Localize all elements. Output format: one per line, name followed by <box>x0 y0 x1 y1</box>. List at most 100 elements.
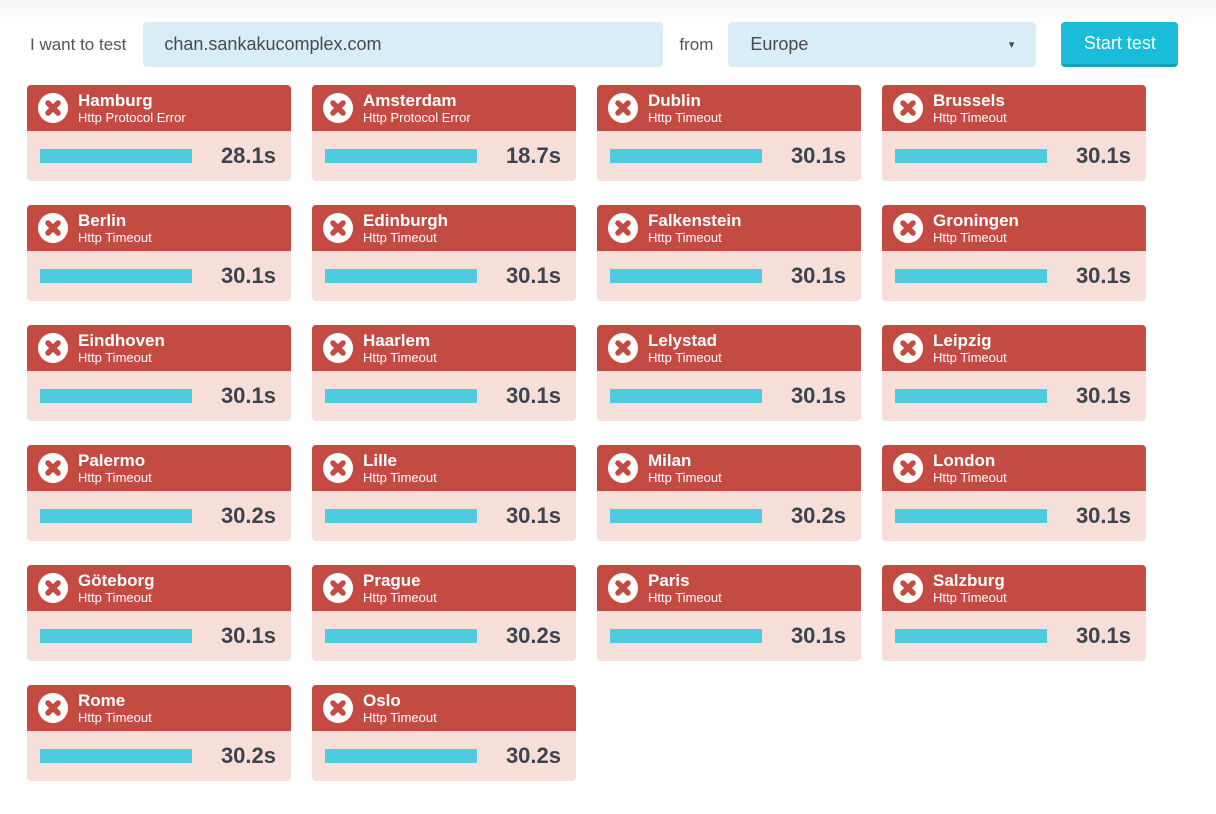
result-card-titles: Edinburgh Http Timeout <box>363 211 448 245</box>
error-type: Http Timeout <box>363 350 437 365</box>
error-x-icon <box>323 453 353 483</box>
result-card-body: 30.1s <box>27 371 291 421</box>
result-card: Leipzig Http Timeout 30.1s <box>882 325 1146 421</box>
error-type: Http Timeout <box>78 470 152 485</box>
city-name: Rome <box>78 691 126 710</box>
load-time: 30.1s <box>790 623 846 648</box>
result-card-body: 30.1s <box>312 491 576 541</box>
result-card-header: Oslo Http Timeout <box>312 685 576 731</box>
result-card-header: Amsterdam Http Protocol Error <box>312 85 576 131</box>
result-card: Oslo Http Timeout 30.2s <box>312 685 576 781</box>
load-time: 30.1s <box>790 383 846 408</box>
result-card-titles: Oslo Http Timeout <box>363 691 437 725</box>
region-select[interactable]: Europe ▾ <box>728 22 1037 67</box>
result-card-body: 18.7s <box>312 131 576 181</box>
result-card-body: 30.1s <box>882 131 1146 181</box>
result-card-body: 28.1s <box>27 131 291 181</box>
load-time: 30.1s <box>220 623 276 648</box>
result-card-titles: Salzburg Http Timeout <box>933 571 1007 605</box>
result-card-titles: Dublin Http Timeout <box>648 91 722 125</box>
result-card-titles: London Http Timeout <box>933 451 1007 485</box>
result-card: Amsterdam Http Protocol Error 18.7s <box>312 85 576 181</box>
progress-bar <box>40 149 192 163</box>
load-time: 30.1s <box>1075 503 1131 528</box>
error-type: Http Timeout <box>933 230 1007 245</box>
error-x-icon <box>38 693 68 723</box>
city-name: Haarlem <box>363 331 431 350</box>
prompt-label: I want to test <box>30 34 127 54</box>
result-card: Lelystad Http Timeout 30.1s <box>597 325 861 421</box>
city-name: Berlin <box>78 211 127 230</box>
error-type: Http Timeout <box>933 590 1007 605</box>
progress-bar <box>40 629 192 643</box>
start-test-button[interactable]: Start test <box>1061 22 1179 67</box>
progress-bar <box>610 509 762 523</box>
city-name: Eindhoven <box>78 331 165 350</box>
load-time: 30.2s <box>220 743 276 768</box>
error-type: Http Timeout <box>648 590 722 605</box>
result-card-body: 30.1s <box>312 371 576 421</box>
result-card-titles: Palermo Http Timeout <box>78 451 152 485</box>
result-card-header: Göteborg Http Timeout <box>27 565 291 611</box>
error-x-icon <box>893 453 923 483</box>
load-time: 30.1s <box>790 263 846 288</box>
progress-bar <box>325 389 477 403</box>
city-name: Paris <box>648 571 690 590</box>
result-card-titles: Milan Http Timeout <box>648 451 722 485</box>
error-type: Http Timeout <box>648 230 722 245</box>
result-card: Prague Http Timeout 30.2s <box>312 565 576 661</box>
url-input[interactable] <box>143 22 664 67</box>
city-name: Leipzig <box>933 331 992 350</box>
load-time: 30.1s <box>1075 143 1131 168</box>
result-card: Milan Http Timeout 30.2s <box>597 445 861 541</box>
error-x-icon <box>323 93 353 123</box>
error-x-icon <box>893 333 923 363</box>
error-x-icon <box>38 573 68 603</box>
load-time: 30.1s <box>220 383 276 408</box>
error-type: Http Timeout <box>78 230 152 245</box>
error-type: Http Timeout <box>648 350 722 365</box>
load-time: 30.1s <box>1075 383 1131 408</box>
result-card: Haarlem Http Timeout 30.1s <box>312 325 576 421</box>
result-card-titles: Leipzig Http Timeout <box>933 331 1007 365</box>
city-name: Hamburg <box>78 91 153 110</box>
result-card-body: 30.1s <box>27 611 291 661</box>
progress-bar <box>325 269 477 283</box>
error-x-icon <box>323 333 353 363</box>
result-card-header: Salzburg Http Timeout <box>882 565 1146 611</box>
city-name: Edinburgh <box>363 211 448 230</box>
result-card-titles: Falkenstein Http Timeout <box>648 211 742 245</box>
result-card-header: Leipzig Http Timeout <box>882 325 1146 371</box>
progress-bar <box>40 389 192 403</box>
error-type: Http Timeout <box>933 350 1007 365</box>
result-card-titles: Prague Http Timeout <box>363 571 437 605</box>
error-type: Http Timeout <box>78 710 152 725</box>
city-name: Prague <box>363 571 421 590</box>
result-card: London Http Timeout 30.1s <box>882 445 1146 541</box>
city-name: Lille <box>363 451 398 470</box>
result-card-header: Lelystad Http Timeout <box>597 325 861 371</box>
result-card: Hamburg Http Protocol Error 28.1s <box>27 85 291 181</box>
result-card-titles: Göteborg Http Timeout <box>78 571 155 605</box>
result-card-titles: Rome Http Timeout <box>78 691 152 725</box>
result-card-header: Lille Http Timeout <box>312 445 576 491</box>
result-card-titles: Lelystad Http Timeout <box>648 331 722 365</box>
result-card: Rome Http Timeout 30.2s <box>27 685 291 781</box>
result-card-body: 30.1s <box>597 611 861 661</box>
progress-bar <box>325 509 477 523</box>
city-name: Oslo <box>363 691 401 710</box>
result-card-body: 30.2s <box>27 731 291 781</box>
result-card: Brussels Http Timeout 30.1s <box>882 85 1146 181</box>
result-card-body: 30.1s <box>882 251 1146 301</box>
result-card-body: 30.2s <box>312 731 576 781</box>
result-card-header: Hamburg Http Protocol Error <box>27 85 291 131</box>
progress-bar <box>40 509 192 523</box>
load-time: 30.2s <box>790 503 846 528</box>
error-type: Http Timeout <box>363 590 437 605</box>
result-card-titles: Brussels Http Timeout <box>933 91 1007 125</box>
result-card-titles: Paris Http Timeout <box>648 571 722 605</box>
result-card: Lille Http Timeout 30.1s <box>312 445 576 541</box>
region-select-value: Europe <box>750 34 809 54</box>
result-card-body: 30.1s <box>312 251 576 301</box>
result-card-header: Groningen Http Timeout <box>882 205 1146 251</box>
